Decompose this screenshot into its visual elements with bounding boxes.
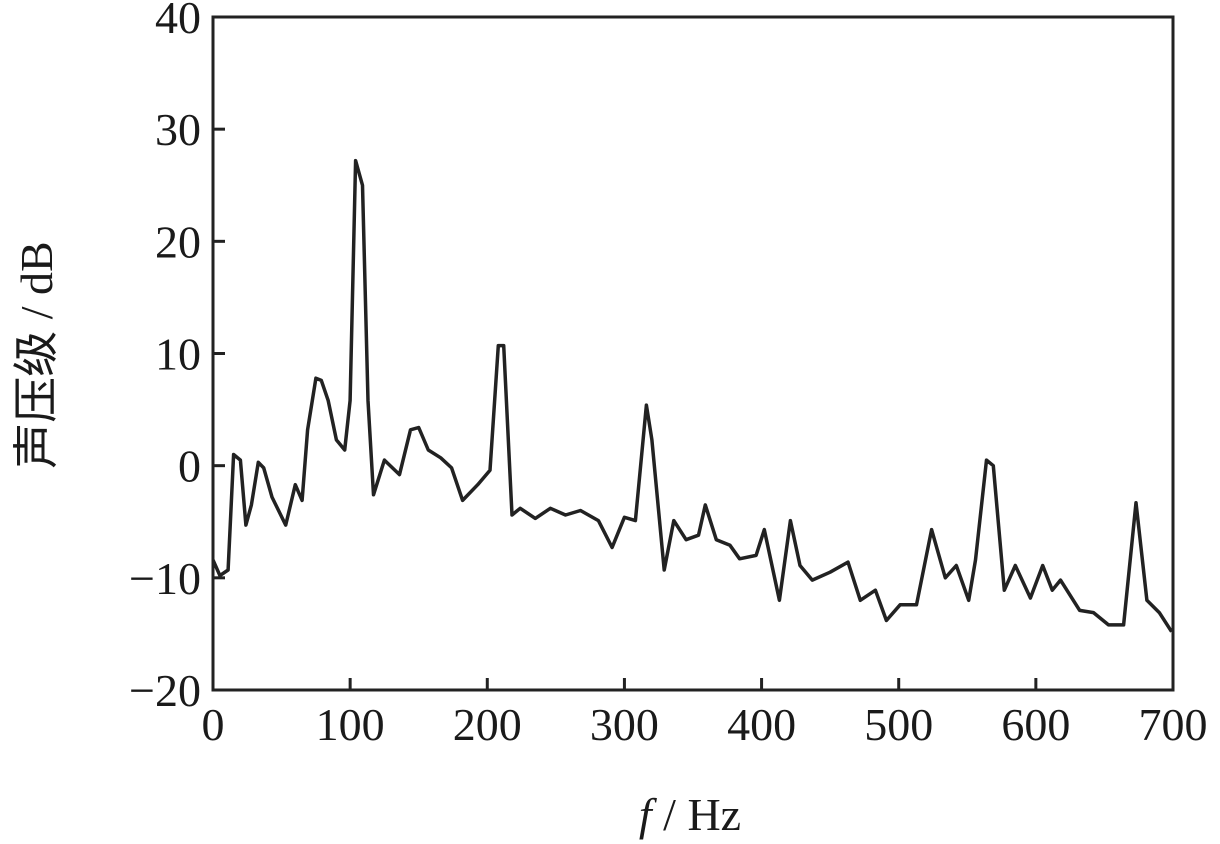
plot-frame: [211, 15, 1175, 692]
x-axis-unit: / Hz: [663, 789, 741, 840]
x-tick-label: 500: [864, 699, 933, 750]
x-tick-label: 600: [1001, 699, 1070, 750]
y-tick-label: 20: [155, 216, 201, 267]
x-tick-label: 100: [316, 699, 385, 750]
x-tick-label: 700: [1139, 699, 1208, 750]
y-tick-label: 0: [178, 441, 201, 492]
y-tick-label: 30: [155, 104, 201, 155]
y-axis-label: 声压级 / dB: [11, 241, 62, 468]
y-tick-label: 10: [155, 329, 201, 380]
y-tick-label: 40: [155, 0, 201, 43]
y-tick-label: −20: [129, 665, 201, 716]
x-axis-variable: f: [639, 789, 658, 840]
x-tick-label: 0: [202, 699, 225, 750]
x-tick-label: 300: [590, 699, 659, 750]
y-tick-label: −10: [129, 553, 201, 604]
x-axis-label: f / Hz: [639, 789, 741, 840]
x-tick-label: 200: [453, 699, 522, 750]
data-line: [211, 158, 1174, 633]
x-tick-label: 400: [727, 699, 796, 750]
